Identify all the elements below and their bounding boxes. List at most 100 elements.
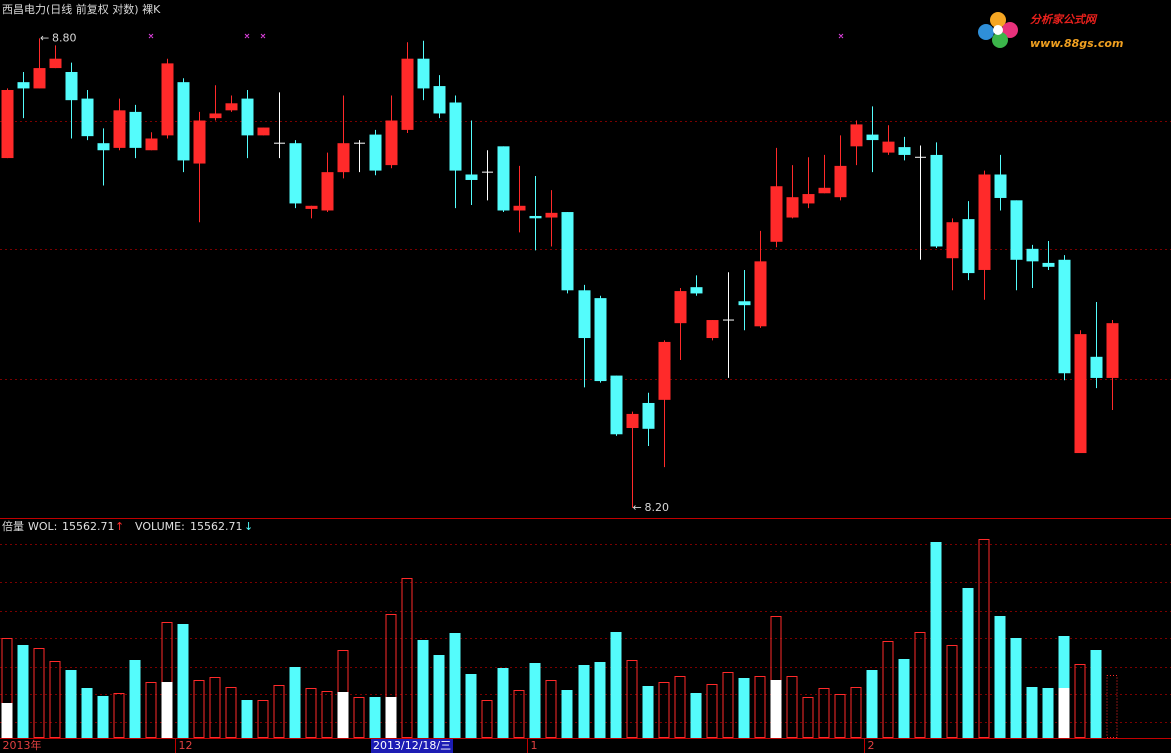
candle-body bbox=[129, 111, 142, 148]
candle-body bbox=[866, 134, 879, 141]
candle-body bbox=[658, 341, 671, 400]
volume-bar bbox=[642, 686, 654, 738]
volume-bar bbox=[449, 633, 461, 738]
volume-bar bbox=[497, 668, 509, 738]
candle-body bbox=[161, 63, 174, 136]
double-volume-bar bbox=[770, 680, 782, 738]
double-volume-bar bbox=[385, 697, 397, 738]
volume-bar bbox=[81, 688, 93, 738]
volume-bar bbox=[241, 700, 253, 738]
volume-bar bbox=[465, 674, 477, 738]
x-tick-label: 12 bbox=[179, 739, 193, 752]
cursor-label-bg bbox=[371, 739, 453, 753]
candle-body bbox=[529, 215, 542, 219]
volume-bar bbox=[545, 680, 557, 738]
candle-body bbox=[626, 413, 639, 429]
volume-bar bbox=[417, 640, 429, 738]
candle-body bbox=[1074, 334, 1087, 454]
candle-body bbox=[97, 143, 110, 151]
indicator-arrow: ↑ bbox=[115, 520, 124, 533]
chart-title: 西昌电力(日线 前复权 对数) 裸K bbox=[2, 2, 161, 16]
volume-bar bbox=[49, 661, 61, 738]
volume-bar bbox=[978, 539, 990, 738]
volume-bar bbox=[994, 616, 1006, 738]
candle-body bbox=[561, 212, 574, 291]
volume-bar bbox=[626, 660, 638, 738]
extreme-label: 8.20 bbox=[645, 501, 670, 514]
candle-body bbox=[33, 68, 46, 89]
extreme-arrow: ← bbox=[633, 501, 642, 514]
candle-body bbox=[65, 71, 78, 101]
volume-bar bbox=[145, 682, 157, 738]
candle-body bbox=[1090, 356, 1103, 378]
candle-body bbox=[209, 113, 222, 119]
indicator-value: 15562.71 bbox=[190, 520, 243, 533]
candle-body bbox=[145, 138, 158, 151]
double-volume-bar bbox=[161, 682, 173, 738]
volume-title: 倍量 bbox=[2, 519, 24, 533]
candle-body bbox=[81, 98, 94, 137]
volume-bar bbox=[209, 677, 221, 738]
volume-bar bbox=[898, 659, 910, 738]
candle-body bbox=[401, 58, 414, 130]
watermark-name: 分析家公式网 bbox=[1030, 13, 1098, 26]
volume-bar bbox=[97, 696, 109, 738]
candle-body bbox=[321, 172, 334, 211]
candle-body bbox=[946, 222, 959, 259]
candle-body bbox=[994, 174, 1007, 198]
volume-bar bbox=[321, 691, 333, 738]
signal-markers bbox=[148, 33, 844, 39]
indicator-value: 15562.71 bbox=[62, 520, 115, 533]
candle-body bbox=[674, 291, 687, 324]
candle-body bbox=[818, 187, 831, 194]
candle-body bbox=[385, 120, 398, 166]
volume-bar bbox=[17, 645, 29, 738]
candle-body bbox=[770, 186, 783, 242]
volume-bar bbox=[193, 680, 205, 738]
volume-bar bbox=[1010, 638, 1022, 738]
volume-bar bbox=[1074, 664, 1086, 738]
volume-bar bbox=[722, 672, 734, 738]
volume-bar bbox=[65, 670, 77, 738]
volume-bar bbox=[674, 676, 686, 738]
candle-body bbox=[690, 287, 703, 294]
candle-body bbox=[978, 174, 991, 270]
candle-body bbox=[225, 103, 238, 111]
volume-bar bbox=[834, 694, 846, 738]
candle-body bbox=[1042, 262, 1055, 267]
candle-body bbox=[594, 298, 607, 382]
candle-body bbox=[497, 146, 510, 211]
candle-body bbox=[465, 174, 478, 180]
volume-bar bbox=[962, 588, 974, 738]
volume-bar bbox=[129, 660, 141, 738]
candle-body bbox=[802, 194, 815, 204]
volume-bar bbox=[1042, 688, 1054, 738]
volume-bar bbox=[578, 665, 590, 738]
volume-bar bbox=[882, 641, 894, 738]
volume-bar bbox=[658, 682, 670, 738]
volume-bar bbox=[1026, 687, 1038, 738]
volume-bar bbox=[930, 542, 942, 738]
logo bbox=[978, 12, 1018, 48]
volume-bar bbox=[289, 667, 301, 738]
volume-bar bbox=[818, 688, 830, 738]
candle-body bbox=[177, 82, 190, 161]
candle-body bbox=[642, 402, 655, 429]
candle-body bbox=[337, 143, 350, 173]
candle-body bbox=[1, 89, 14, 159]
indicator-name: WOL: bbox=[28, 520, 57, 533]
candle-body bbox=[930, 154, 943, 247]
volume-bar bbox=[690, 693, 702, 738]
candle-body bbox=[545, 212, 558, 218]
volume-bar bbox=[369, 697, 381, 738]
volume-bar bbox=[850, 687, 862, 738]
volume-bar bbox=[481, 700, 493, 738]
candle-body bbox=[433, 86, 446, 114]
candle-body bbox=[754, 261, 767, 327]
candle-body bbox=[417, 58, 430, 89]
candle-body bbox=[305, 205, 318, 209]
candle-body bbox=[578, 290, 591, 339]
volume-bar bbox=[257, 700, 269, 738]
